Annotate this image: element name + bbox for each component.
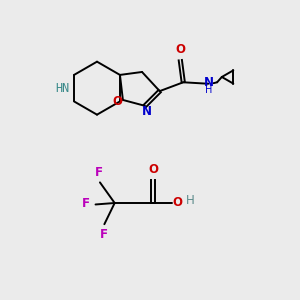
Text: O: O <box>175 44 185 56</box>
Text: F: F <box>82 197 90 210</box>
Text: N: N <box>141 105 152 118</box>
Text: HN: HN <box>56 82 70 95</box>
Text: H: H <box>206 85 213 95</box>
Text: N: N <box>204 76 214 89</box>
Text: O: O <box>148 163 158 176</box>
Text: F: F <box>100 228 108 241</box>
Text: F: F <box>94 166 103 179</box>
Text: H: H <box>186 194 195 207</box>
Text: O: O <box>112 95 123 108</box>
Text: O: O <box>173 196 183 209</box>
